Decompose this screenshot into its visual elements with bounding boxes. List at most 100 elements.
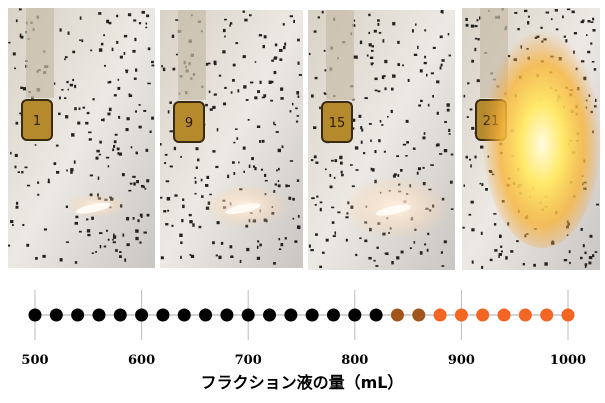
speckle — [282, 145, 284, 148]
speckle — [370, 57, 373, 59]
speckle — [591, 21, 594, 23]
speckle — [279, 248, 281, 250]
speckle — [233, 172, 235, 175]
speckle — [276, 169, 278, 171]
speckle — [424, 243, 426, 245]
speckle — [106, 157, 109, 159]
speckle — [10, 220, 13, 223]
speckle — [377, 19, 380, 21]
speckle — [147, 214, 150, 217]
speckle — [368, 14, 370, 16]
dot — [498, 309, 511, 322]
speckle — [221, 242, 223, 245]
speckle — [451, 154, 454, 156]
speckle — [71, 133, 74, 136]
speckle — [465, 18, 467, 21]
speckle — [195, 181, 197, 184]
speckle — [142, 11, 145, 14]
speckle — [269, 81, 272, 84]
speckle — [89, 138, 92, 140]
dot — [242, 309, 255, 322]
speckle — [119, 251, 121, 253]
speckle — [555, 9, 558, 11]
photos: 191521 — [8, 8, 602, 270]
speckle — [374, 78, 377, 81]
dot — [412, 309, 425, 322]
speckle — [109, 108, 112, 111]
speckle — [122, 234, 124, 237]
speckle — [151, 61, 154, 63]
tag-label: 15 — [329, 116, 346, 131]
speckle — [340, 162, 343, 165]
speckle — [61, 89, 63, 91]
speckle — [223, 29, 226, 32]
speckle — [112, 48, 114, 51]
speckle — [326, 239, 329, 242]
speckle — [21, 171, 23, 173]
speckle — [274, 57, 277, 59]
speckle — [145, 23, 147, 25]
speckle — [93, 98, 95, 100]
speckle — [494, 223, 496, 225]
speckle — [263, 94, 266, 97]
speckle — [194, 177, 196, 179]
speckle — [315, 162, 318, 164]
speckle — [280, 87, 283, 90]
speckle — [284, 43, 286, 46]
speckle — [589, 235, 592, 238]
speckle — [171, 225, 173, 227]
speckle — [569, 250, 571, 253]
dot — [178, 309, 191, 322]
speckle — [562, 15, 564, 18]
speckle — [295, 107, 298, 109]
speckle — [23, 87, 26, 90]
speckle — [103, 34, 105, 36]
speckle — [588, 261, 591, 264]
speckle — [263, 45, 265, 48]
speckle — [316, 196, 318, 198]
speckle — [441, 265, 444, 267]
speckle — [355, 55, 357, 58]
speckle — [255, 61, 257, 63]
speckle — [83, 107, 85, 109]
speckle — [139, 126, 142, 129]
speckle — [274, 71, 277, 74]
speckle — [75, 216, 78, 219]
x-tick-label: 700 — [235, 353, 262, 368]
dot — [370, 309, 383, 322]
speckle — [384, 151, 386, 153]
speckle — [406, 120, 409, 123]
speckle — [424, 62, 427, 64]
speckle — [288, 197, 291, 200]
speckle — [180, 156, 182, 158]
speckle — [96, 150, 99, 153]
speckle — [257, 90, 260, 93]
flame — [482, 18, 602, 248]
speckle — [569, 262, 571, 264]
speckle — [209, 91, 211, 93]
speckle — [238, 162, 240, 164]
speckle — [133, 182, 135, 185]
speckle — [270, 100, 273, 102]
speckle — [472, 260, 474, 263]
speckle — [378, 139, 380, 142]
speckle — [143, 232, 146, 234]
speckle — [405, 155, 407, 157]
speckle — [471, 228, 474, 231]
speckle — [494, 249, 497, 252]
speckle — [594, 68, 596, 70]
speckle — [449, 133, 451, 135]
speckle — [334, 177, 336, 179]
speckle — [120, 56, 123, 59]
speckle — [243, 55, 246, 58]
speckle — [95, 157, 98, 160]
speckle — [212, 241, 215, 244]
speckle — [449, 55, 451, 57]
speckle — [592, 61, 595, 63]
speckle — [16, 202, 18, 205]
speckle — [501, 251, 503, 253]
speckle — [22, 224, 24, 226]
speckle — [250, 82, 253, 84]
speckle — [283, 23, 285, 26]
photo: 15 — [308, 10, 455, 270]
